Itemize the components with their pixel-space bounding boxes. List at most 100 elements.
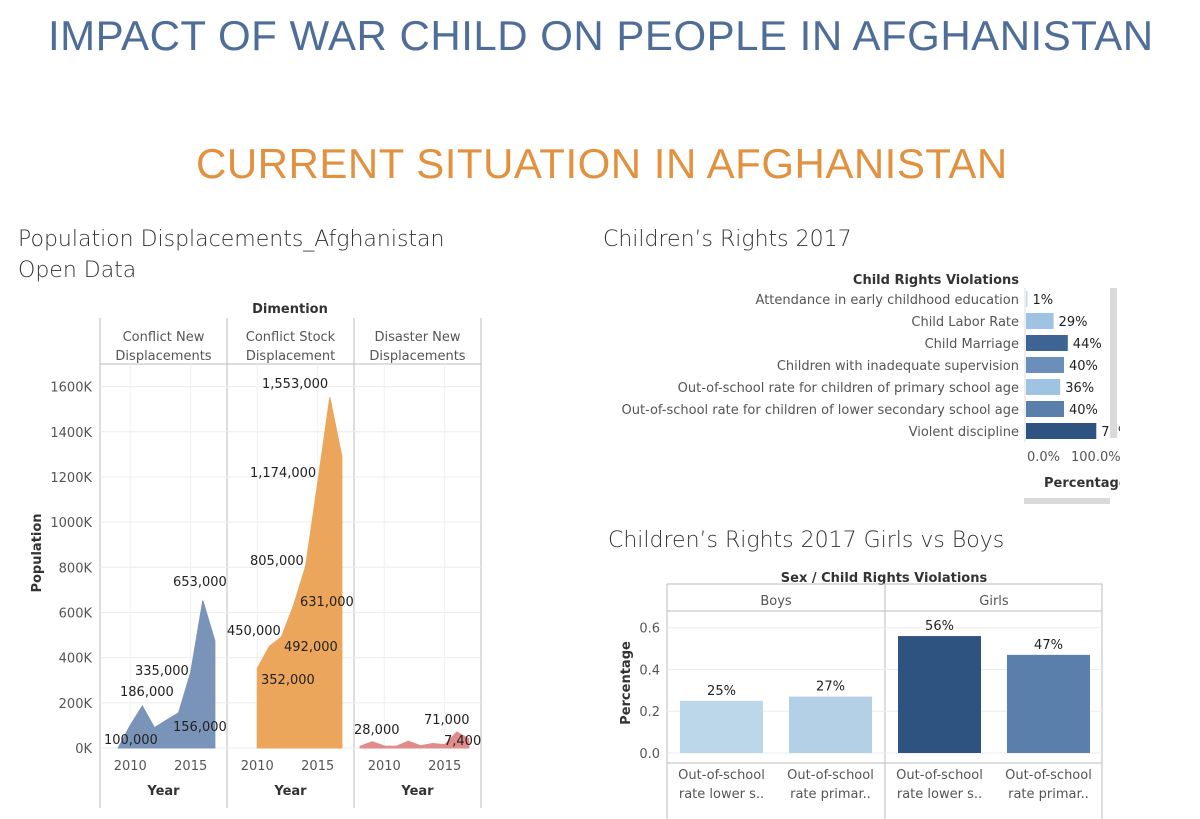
bar-value-label: 1%	[1033, 293, 1054, 308]
bar	[1007, 654, 1090, 753]
group-header: Boys	[760, 594, 792, 609]
y-tick-label: 1600K	[50, 381, 92, 396]
panel-header-label: Disaster New	[374, 330, 460, 345]
bar	[1026, 291, 1028, 307]
row-label: Attendance in early childhood education	[756, 293, 1019, 308]
column-header: Dimention	[252, 302, 328, 317]
bar	[1026, 335, 1068, 351]
x-category-label: rate lower s..	[679, 787, 764, 802]
data-label: 653,000	[173, 575, 227, 590]
bar-value-label: 40%	[1069, 403, 1098, 418]
data-label: 100,000	[104, 733, 158, 748]
data-label: 450,000	[227, 624, 281, 639]
row-label: Out-of-school rate for children of lower…	[621, 403, 1019, 418]
horizontal-scrollbar[interactable]	[1024, 498, 1110, 504]
area-series-1	[117, 600, 216, 749]
row-label: Violent discipline	[909, 425, 1019, 440]
rights-bar-chart: Child Rights Violations Attendance in ear…	[621, 273, 1120, 491]
x-tick-label: 2010	[114, 759, 147, 774]
area-series-3	[359, 731, 470, 749]
displacement-sheet-title-line2: Open Data	[18, 258, 137, 283]
x-axis-label: Year	[273, 784, 307, 799]
x-tick-label: 2015	[301, 759, 334, 774]
y-axis-label: Population	[30, 513, 45, 592]
bar-value-label: 36%	[1065, 381, 1094, 396]
bar-value-label: 47%	[1034, 638, 1063, 653]
y-tick-label: 200K	[59, 697, 93, 712]
panel-header-label: Displacement	[246, 349, 335, 364]
panel-header-label: Conflict New	[123, 330, 205, 345]
x-tick-label: 2010	[241, 759, 274, 774]
x-tick-label: 2015	[174, 759, 207, 774]
x-axis-label: Year	[400, 784, 434, 799]
row-label: Children with inadequate supervision	[777, 359, 1019, 374]
x-tick-label: 2010	[368, 759, 401, 774]
y-tick-label: 800K	[59, 561, 93, 576]
bar	[789, 696, 872, 753]
x-category-label: Out-of-school	[678, 768, 765, 783]
y-tick-label: 400K	[59, 652, 93, 667]
data-label: 492,000	[284, 640, 338, 655]
data-label: 1,553,000	[262, 377, 328, 392]
vertical-scrollbar[interactable]	[1110, 288, 1117, 438]
y-tick-label: 0.6	[639, 622, 660, 637]
panel-header-label: Displacements	[369, 349, 465, 364]
panel-header-label: Conflict Stock	[246, 330, 336, 345]
page-title: IMPACT OF WAR CHILD ON PEOPLE IN AFGHANI…	[48, 12, 1154, 59]
y-tick-label: 600K	[59, 606, 93, 621]
data-label: 335,000	[135, 664, 189, 679]
y-tick-label: 1200K	[50, 471, 92, 486]
girls-boys-bar-chart: Sex / Child Rights Violations 0.0 0.2 0.4 0.…	[619, 571, 1103, 819]
x-category-label: Out-of-school	[787, 768, 874, 783]
row-label: Child Labor Rate	[911, 315, 1019, 330]
bar-value-label: 44%	[1073, 337, 1102, 352]
data-label: 805,000	[250, 554, 304, 569]
panel-header-label: Displacements	[115, 349, 211, 364]
bar-value-label: 27%	[816, 680, 845, 695]
y-tick-label: 1400K	[50, 426, 92, 441]
y-tick-label: 0.2	[639, 705, 660, 720]
data-label: 28,000	[354, 723, 400, 738]
x-axis-label: Percentage	[1044, 476, 1120, 491]
bar-value-label: 29%	[1059, 315, 1088, 330]
x-category-label: Out-of-school	[896, 768, 983, 783]
y-tick-label: 1000K	[50, 516, 92, 531]
bar	[1026, 423, 1097, 439]
bar	[1026, 401, 1064, 417]
x-category-label: rate primar..	[790, 787, 871, 802]
y-tick-label: 0.4	[639, 663, 660, 678]
x-category-label: rate lower s..	[897, 787, 982, 802]
y-tick-label: 0.0	[639, 747, 660, 762]
rights-sheet-title: Children’s Rights 2017	[603, 227, 852, 252]
x-category-label: Out-of-school	[1005, 768, 1092, 783]
x-category-label: rate primar..	[1008, 787, 1089, 802]
row-label: Child Marriage	[925, 337, 1019, 352]
girls-boys-sheet-title: Children’s Rights 2017 Girls vs Boys	[608, 528, 1005, 553]
bar	[1026, 357, 1064, 373]
row-header: Child Rights Violations	[853, 273, 1019, 288]
y-tick-label: 0K	[75, 742, 92, 757]
bar-value-label: 56%	[925, 619, 954, 634]
displacement-area-chart: Dimention 0K 200K 400K 600K 800K 1000K 1200K 140…	[30, 302, 482, 808]
data-label: 186,000	[120, 685, 174, 700]
bar-value-label: 25%	[707, 684, 736, 699]
y-axis-label: Percentage	[619, 641, 634, 725]
bar	[898, 636, 981, 753]
area-series-2	[256, 397, 343, 749]
section-title: CURRENT SITUATION IN AFGHANISTAN	[196, 140, 1008, 187]
data-label: 7,400	[444, 734, 481, 749]
x-axis-label: Year	[146, 784, 180, 799]
data-label: 352,000	[261, 673, 315, 688]
displacement-sheet-title-line1: Population Displacements_Afghanistan	[18, 227, 445, 252]
group-header: Girls	[979, 594, 1009, 609]
bar	[1026, 313, 1054, 329]
x-tick-label: 0.0%	[1027, 450, 1060, 465]
row-label: Out-of-school rate for children of prima…	[678, 381, 1019, 396]
bar-value-label: 40%	[1069, 359, 1098, 374]
column-header: Sex / Child Rights Violations	[781, 571, 988, 586]
x-tick-label: 2015	[428, 759, 461, 774]
data-label: 156,000	[173, 720, 227, 735]
bar	[680, 700, 763, 753]
data-label: 1,174,000	[250, 466, 316, 481]
bar	[1026, 379, 1061, 395]
